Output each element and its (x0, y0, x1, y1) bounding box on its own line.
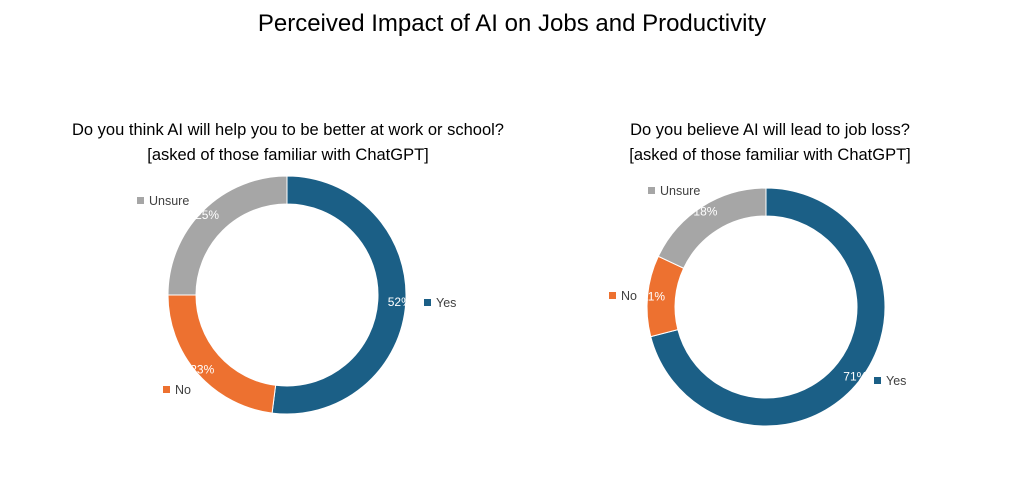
legend-swatch-yes (424, 299, 431, 306)
legend-label-unsure: Unsure (149, 194, 189, 208)
data-label-no: 23% (190, 363, 214, 377)
legend-swatch-no (609, 292, 616, 299)
data-label-unsure: 25% (195, 208, 219, 222)
data-label-yes: 71% (843, 369, 867, 383)
chart-title-line-1: Do you think AI will help you to be bett… (72, 121, 504, 139)
chart-title-job-loss: Do you believe AI will lead to job loss?… (560, 118, 980, 168)
slice-yes (271, 175, 407, 415)
data-label-no: 11% (642, 289, 665, 303)
slice-unsure (167, 175, 288, 296)
chart-title-line-2: [asked of those familiar with ChatGPT] (629, 146, 911, 164)
legend-swatch-unsure (648, 187, 655, 194)
legend-label-no: No (621, 289, 637, 303)
legend-label-no: No (175, 383, 191, 397)
chart-title-work-school: Do you think AI will help you to be bett… (18, 118, 558, 168)
legend-label-unsure: Unsure (660, 184, 700, 198)
slice-unsure (657, 187, 767, 269)
legend-swatch-unsure (137, 197, 144, 204)
legend-swatch-no (163, 386, 170, 393)
legend-label-yes: Yes (436, 296, 456, 310)
page-title: Perceived Impact of AI on Jobs and Produ… (257, 10, 767, 37)
legend-label-yes: Yes (886, 374, 906, 388)
chart-title-line-2: [asked of those familiar with ChatGPT] (147, 146, 429, 164)
chart-title-line-1: Do you believe AI will lead to job loss? (630, 121, 910, 139)
data-label-unsure: 18% (693, 205, 717, 219)
legend-swatch-yes (874, 377, 881, 384)
slice-yes (650, 187, 886, 427)
data-label-yes: 52% (388, 295, 412, 309)
